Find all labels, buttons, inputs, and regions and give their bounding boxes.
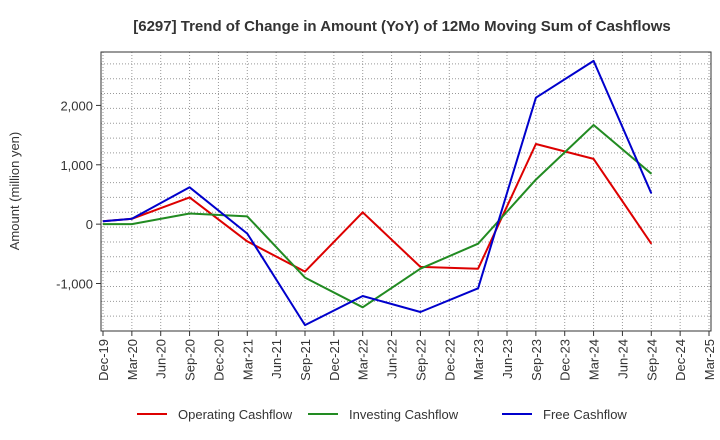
free-cashflow-point (246, 233, 248, 235)
operating-cashflow-point (419, 266, 421, 268)
x-tick-label: Mar-23 (471, 339, 486, 380)
free-cashflow-point (650, 192, 652, 194)
operating-cashflow-point (593, 158, 595, 160)
y-tick-label: -1,000 (56, 277, 93, 292)
y-tick-label: 1,000 (60, 158, 93, 173)
x-tick-label: Mar-25 (702, 339, 717, 380)
free-cashflow-point (419, 311, 421, 313)
investing-cashflow-point (131, 223, 133, 225)
series-lines (102, 59, 653, 327)
x-tick-labels: Dec-19 Mar-20 Jun-20 Sep-20 Dec-20 Mar-21 Jun-… (96, 331, 717, 381)
x-tick-label: Jun-21 (269, 339, 284, 379)
y-tick-labels: -1,000 0 1,000 2,000 (56, 98, 101, 292)
free-cashflow-point (131, 218, 133, 220)
operating-cashflow-legend-label: Operating Cashflow (178, 407, 293, 422)
x-tick-label: Dec-23 (558, 339, 573, 381)
free-cashflow-point (535, 97, 537, 99)
x-tick-label: Sep-23 (529, 339, 544, 381)
x-tick-label: Mar-21 (240, 339, 255, 380)
investing-cashflow-point (477, 243, 479, 245)
free-cashflow-point (362, 295, 364, 297)
operating-cashflow-point (304, 271, 306, 273)
x-tick-label: Jun-20 (154, 339, 169, 379)
free-cashflow-point (304, 324, 306, 326)
free-cashflow-legend-label: Free Cashflow (543, 407, 627, 422)
operating-cashflow-line (102, 143, 653, 273)
investing-cashflow-point (246, 215, 248, 217)
free-cashflow-line (102, 59, 653, 327)
x-tick-label: Sep-24 (644, 339, 659, 381)
x-tick-label: Dec-19 (96, 339, 111, 381)
x-tick-label: Sep-22 (413, 339, 428, 381)
grid (101, 52, 711, 331)
y-axis-label: Amount (million yen) (7, 132, 22, 251)
x-tick-label: Mar-20 (125, 339, 140, 380)
operating-cashflow-point (189, 196, 191, 198)
x-tick-label: Dec-22 (442, 339, 457, 381)
chart-title: [6297] Trend of Change in Amount (YoY) o… (133, 18, 671, 35)
operating-cashflow-point (650, 243, 652, 245)
y-tick-label: 0 (86, 217, 93, 232)
x-tick-label: Jun-23 (500, 339, 515, 379)
operating-cashflow-point (362, 211, 364, 213)
free-cashflow-point (102, 220, 104, 222)
investing-cashflow-legend-label: Investing Cashflow (349, 407, 459, 422)
free-cashflow-point (189, 186, 191, 188)
x-tick-label: Sep-20 (183, 339, 198, 381)
operating-cashflow-point (246, 240, 248, 242)
operating-cashflow-point (535, 143, 537, 145)
x-tick-label: Jun-24 (615, 339, 630, 379)
x-tick-label: Jun-22 (385, 339, 400, 379)
x-tick-label: Mar-22 (356, 339, 371, 380)
investing-cashflow-point (650, 173, 652, 175)
y-tick-label: 2,000 (60, 98, 93, 113)
x-tick-label: Dec-21 (327, 339, 342, 381)
investing-cashflow-point (189, 212, 191, 214)
free-cashflow-point (593, 60, 595, 62)
plot-frame (100, 51, 712, 332)
operating-cashflow-point (477, 268, 479, 270)
x-tick-label: Sep-21 (298, 339, 313, 381)
x-tick-label: Dec-20 (211, 339, 226, 381)
investing-cashflow-point (419, 268, 421, 270)
investing-cashflow-point (362, 306, 364, 308)
free-cashflow-point (477, 287, 479, 289)
investing-cashflow-point (593, 124, 595, 126)
investing-cashflow-point (304, 277, 306, 279)
x-tick-label: Mar-24 (587, 339, 602, 380)
investing-cashflow-point (535, 179, 537, 181)
x-tick-label: Dec-24 (673, 339, 688, 381)
plot-border (100, 51, 712, 332)
investing-cashflow-point (102, 223, 104, 225)
legend: Operating Cashflow Investing Cashflow Free… (137, 407, 627, 422)
